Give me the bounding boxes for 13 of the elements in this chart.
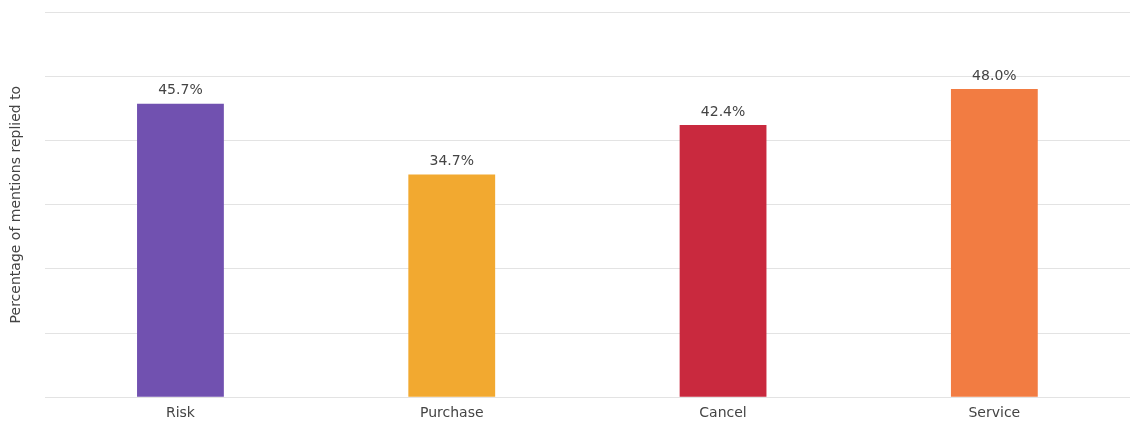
x-tick-label: Service (968, 404, 1021, 421)
bar (950, 89, 1038, 397)
x-tick-label: Purchase (419, 404, 484, 421)
data-label: 42.4% (700, 102, 746, 119)
data-label: 48.0% (972, 66, 1017, 83)
data-label: 34.7% (429, 152, 474, 169)
x-tick-label: Cancel (699, 404, 747, 421)
bar (679, 124, 767, 397)
bar (408, 174, 496, 397)
y-axis-title: Percentage of mentions replied to (7, 85, 24, 324)
bar (137, 103, 224, 397)
x-tick-label: Risk (165, 404, 196, 421)
data-label: 45.7% (158, 81, 203, 98)
